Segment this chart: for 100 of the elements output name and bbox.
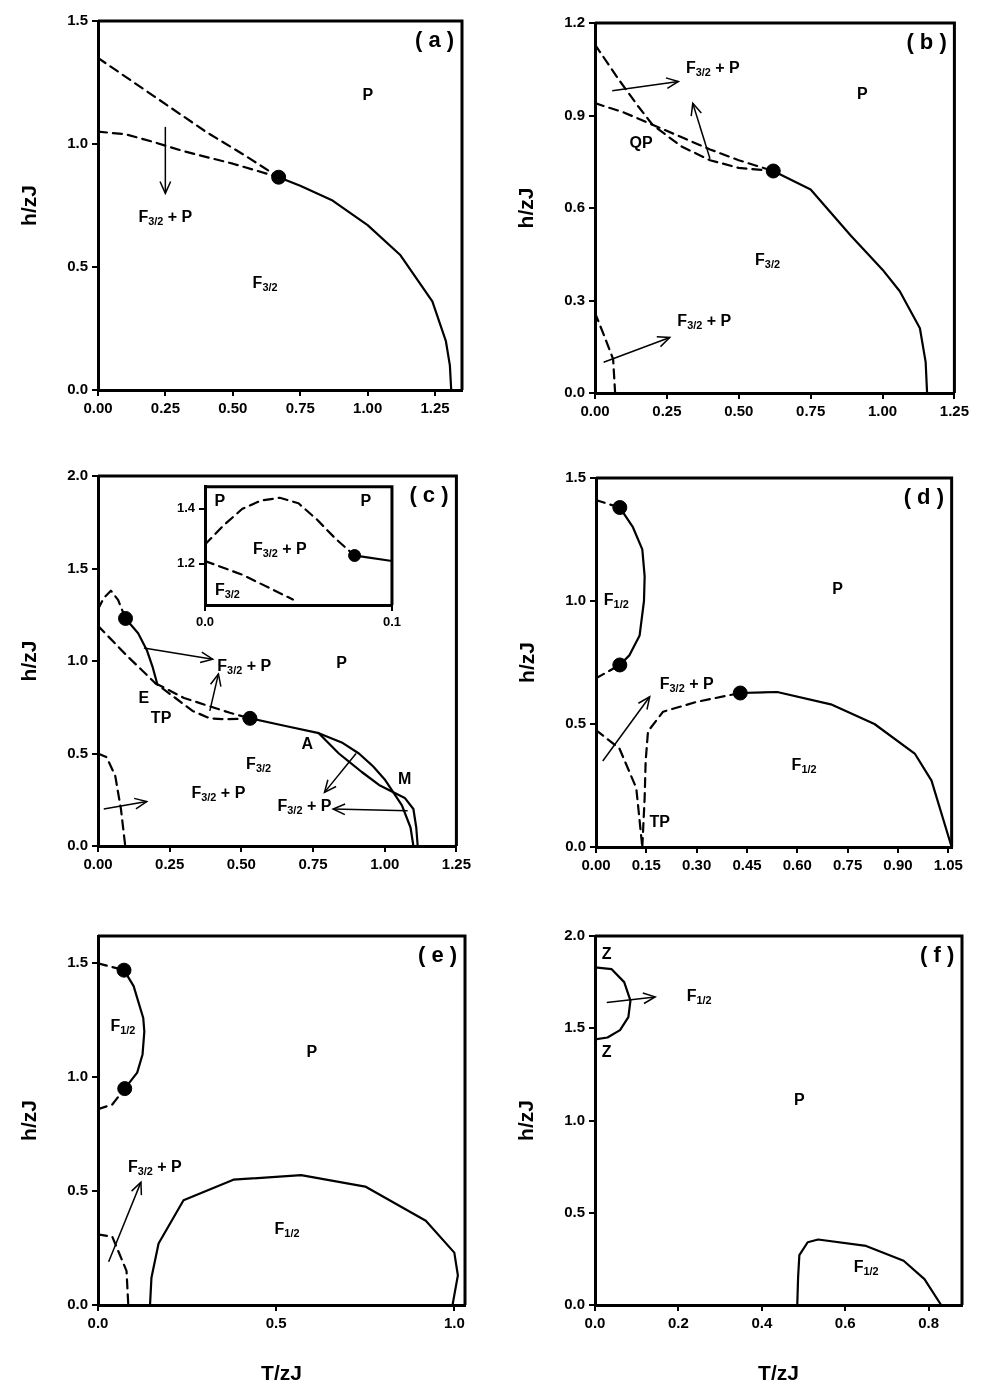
y-tick-label: 1.5 xyxy=(67,11,88,29)
x-tick-label: 0.0 xyxy=(584,1314,606,1332)
annotation: P xyxy=(857,85,868,103)
y-tick-label: 1.0 xyxy=(564,1110,585,1128)
annotation: F$_{3/2}$ + P xyxy=(277,796,332,817)
y-tick-label: 0.5 xyxy=(565,714,586,732)
y-tick-label: 0.5 xyxy=(67,257,88,275)
x-tick-label: 0.15 xyxy=(631,856,661,874)
annotation: Z xyxy=(601,945,612,963)
y-tick-label: 1.5 xyxy=(67,953,88,971)
y-axis-title: h/zJ xyxy=(17,640,41,682)
x-tick-label: 1.00 xyxy=(867,402,898,420)
annotation: ( f ) xyxy=(920,942,955,967)
x-axis-title: T/zJ xyxy=(261,1361,302,1385)
annotation: QP xyxy=(629,134,653,152)
y-tick-label: 0.9 xyxy=(564,105,585,123)
annotation: P xyxy=(360,491,372,509)
annotation: F$_{1/2}$ xyxy=(686,986,712,1007)
x-tick-label: 0.50 xyxy=(218,399,248,417)
y-tick-label: 0.0 xyxy=(564,383,585,401)
annotation: TP xyxy=(649,813,670,831)
annotation: ( d ) xyxy=(903,484,944,509)
x-tick-label: 0.00 xyxy=(581,856,611,874)
annotation: P xyxy=(336,653,348,671)
x-tick-label: 0.30 xyxy=(682,856,712,874)
annotation: F$_{1/2}$ xyxy=(110,1016,136,1037)
y-axis-title: h/zJ xyxy=(515,642,539,683)
annotation: F$_{3/2}$ + P xyxy=(191,783,246,804)
x-tick-label: 0.45 xyxy=(732,856,762,874)
annotation: P xyxy=(832,579,843,597)
y-tick-label: 0.0 xyxy=(67,836,88,854)
annotation: F$_{3/2}$ xyxy=(214,580,240,601)
x-tick-label: 0.60 xyxy=(782,856,812,874)
y-tick-label: 0.6 xyxy=(564,198,585,216)
x-tick-label: 0.25 xyxy=(150,399,181,417)
y-axis-title: h/zJ xyxy=(514,187,538,229)
annotation: F$_{1/2}$ xyxy=(791,755,817,776)
annotation: TP xyxy=(150,709,172,727)
x-tick-label: 1.0 xyxy=(443,1314,465,1332)
x-tick-label: 0.25 xyxy=(155,855,185,873)
x-tick-label: 0.8 xyxy=(918,1314,940,1332)
x-tick-label: 0.4 xyxy=(751,1314,773,1332)
annotation: F$_{1/2}$ xyxy=(274,1219,300,1240)
annotation: F$_{3/2}$ + P xyxy=(677,311,732,332)
annotation: Z xyxy=(601,1043,612,1061)
annotation: E xyxy=(138,689,150,706)
x-tick-label: 1.25 xyxy=(441,855,471,873)
annotation: F$_{3/2}$ + P xyxy=(252,539,307,560)
y-tick-label: 0.0 xyxy=(565,837,586,855)
y-tick-label: 1.4 xyxy=(176,500,196,516)
annotation: M xyxy=(398,770,412,788)
annotation: ( e ) xyxy=(418,942,458,967)
y-tick-label: 0.5 xyxy=(67,1181,88,1199)
x-tick-label: 1.00 xyxy=(370,855,400,873)
x-tick-label: 0.90 xyxy=(883,856,913,874)
x-tick-label: 0.0 xyxy=(87,1314,109,1332)
y-tick-label: 1.2 xyxy=(176,555,195,571)
y-tick-label: 1.0 xyxy=(67,651,88,669)
x-tick-label: 0.50 xyxy=(226,855,256,873)
annotation: P xyxy=(794,1091,805,1109)
x-tick-label: 0.00 xyxy=(83,855,113,873)
y-tick-label: 0.0 xyxy=(564,1295,585,1313)
y-axis-title: h/zJ xyxy=(514,1100,538,1141)
x-tick-label: 1.25 xyxy=(939,402,969,420)
annotation: ( c ) xyxy=(409,482,449,507)
annotation: F$_{3/2}$ + P xyxy=(138,207,193,228)
annotation: F$_{3/2}$ xyxy=(246,754,272,775)
y-tick-label: 2.0 xyxy=(67,466,88,484)
x-tick-label: 0.2 xyxy=(667,1314,689,1332)
annotation: A xyxy=(301,735,314,753)
x-tick-label: 0.25 xyxy=(652,402,682,420)
x-tick-label: 0.6 xyxy=(834,1314,856,1332)
annotation: F$_{3/2}$ + P xyxy=(685,58,740,79)
x-tick-label: 1.00 xyxy=(353,399,383,417)
y-axis-title: h/zJ xyxy=(17,185,41,226)
annotation: P xyxy=(362,85,374,103)
annotation: ( b ) xyxy=(906,29,947,54)
y-tick-label: 1.2 xyxy=(564,13,585,31)
y-tick-label: 1.0 xyxy=(67,134,88,152)
y-tick-label: 1.5 xyxy=(564,1018,585,1036)
annotation: P xyxy=(214,491,226,509)
annotation: F$_{3/2}$ + P xyxy=(217,656,272,677)
y-tick-label: 0.5 xyxy=(67,743,88,761)
x-tick-label: 0.00 xyxy=(580,402,610,420)
y-tick-label: 0.3 xyxy=(564,290,585,308)
annotation: P xyxy=(306,1043,318,1061)
annotation: F$_{1/2}$ xyxy=(603,590,629,611)
annotation: ( a ) xyxy=(415,27,455,52)
x-tick-label: 0.75 xyxy=(833,856,863,874)
x-tick-label: 0.75 xyxy=(285,399,315,417)
y-tick-label: 0.5 xyxy=(564,1202,585,1220)
y-tick-label: 1.0 xyxy=(565,591,586,609)
x-tick-label: 1.25 xyxy=(420,399,450,417)
annotation: F$_{3/2}$ + P xyxy=(659,674,714,695)
y-tick-label: 2.0 xyxy=(564,926,585,944)
x-axis-title: T/zJ xyxy=(758,1361,799,1385)
x-tick-label: 0.75 xyxy=(796,402,826,420)
annotation: F$_{3/2}$ xyxy=(252,273,278,294)
y-tick-label: 0.0 xyxy=(67,380,88,398)
y-tick-label: 1.5 xyxy=(565,468,586,486)
